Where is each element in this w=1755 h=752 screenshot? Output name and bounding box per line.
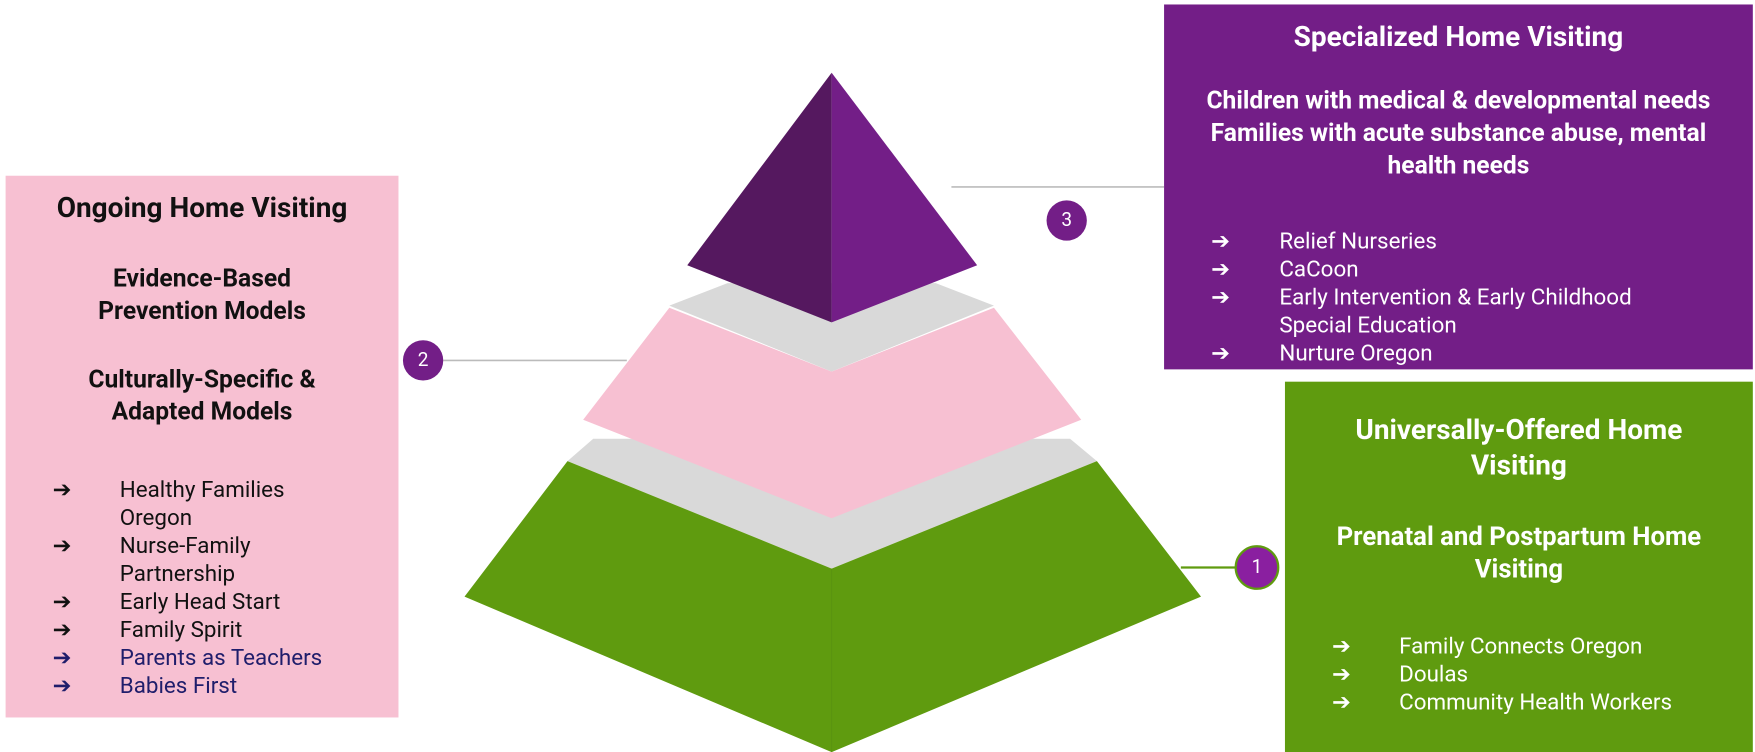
list-item: Family Spirit (120, 616, 344, 644)
tier-number: 1 (1235, 545, 1280, 590)
list-item: Relief Nurseries (1279, 227, 1704, 255)
description-line: Children with medical & developmental ne… (1164, 85, 1753, 117)
tier-number: 2 (403, 340, 443, 380)
tier-number: 3 (1047, 200, 1087, 240)
list-item: Nurture Oregon (1279, 339, 1704, 367)
list-item: CaCoon (1279, 255, 1704, 283)
list-item: Doulas (1399, 660, 1753, 688)
list-item: Healthy Families Oregon (120, 476, 344, 532)
universal-box: Universally-Offered Home Visiting Prenat… (1285, 382, 1753, 752)
list-item: Nurse-Family Partnership (120, 532, 344, 588)
box-title: Specialized Home Visiting (1164, 20, 1753, 56)
item-list: Family Connects OregonDoulasCommunity He… (1285, 632, 1753, 716)
box-title: Universally-Offered Home Visiting (1285, 413, 1753, 485)
section-heading: Culturally-Specific & Adapted Models (6, 364, 399, 429)
description-line: Families with acute substance abuse, men… (1164, 118, 1753, 183)
subtitle: Prenatal and Postpartum Home Visiting (1285, 520, 1753, 585)
list-item: Babies First (120, 672, 344, 700)
list-item: Early Intervention & Early Childhood Spe… (1279, 283, 1704, 339)
item-list: Relief NurseriesCaCoonEarly Intervention… (1164, 227, 1705, 367)
top-left-face (687, 73, 831, 323)
specialized-box: Specialized Home Visiting Children with … (1164, 4, 1753, 369)
diagram: Specialized Home Visiting Children with … (0, 0, 1755, 752)
top-right-face (832, 73, 978, 323)
list-item: Parents as Teachers (120, 644, 344, 672)
list-item: Community Health Workers (1399, 688, 1753, 716)
item-list: Healthy Families OregonNurse-Family Part… (6, 476, 344, 700)
list-item: Early Head Start (120, 588, 344, 616)
box-title: Ongoing Home Visiting (6, 191, 399, 227)
description: Children with medical & developmental ne… (1164, 85, 1753, 182)
page: Specialized Home Visiting Children with … (0, 0, 1755, 752)
list-item: Family Connects Oregon (1399, 632, 1753, 660)
ongoing-box: Ongoing Home Visiting Evidence-Based Pre… (6, 176, 399, 718)
section-heading: Evidence-Based Prevention Models (6, 263, 399, 328)
